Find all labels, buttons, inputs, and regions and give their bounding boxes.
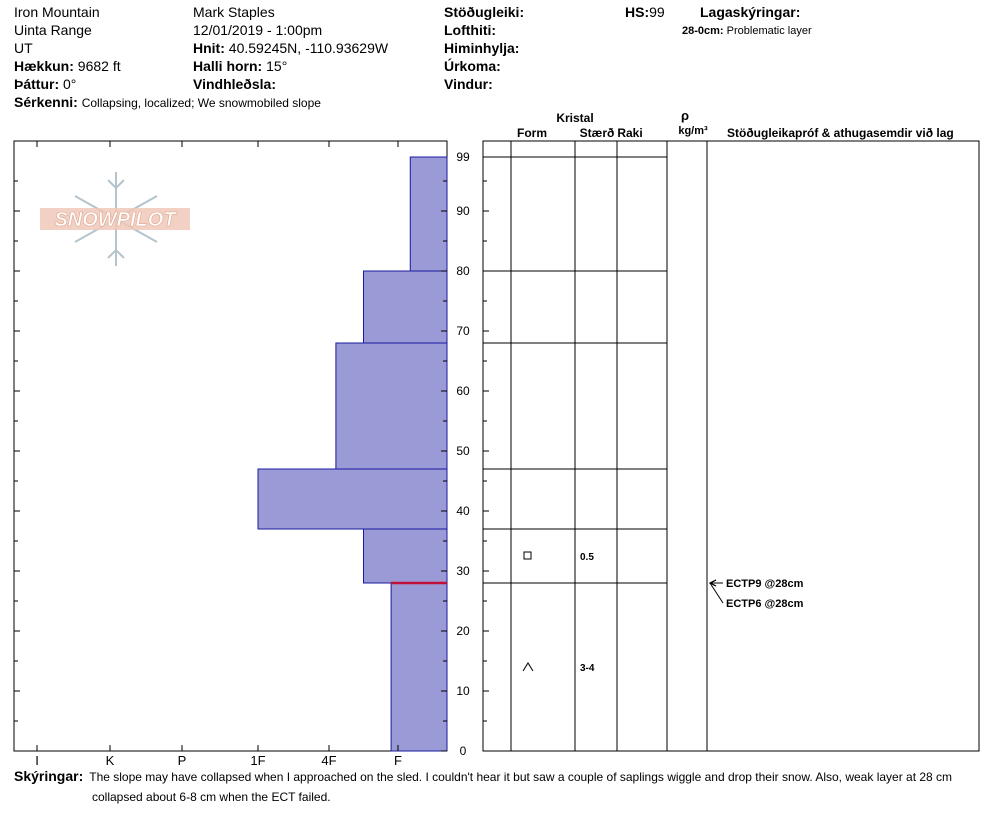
grain-size: 3-4: [580, 663, 595, 674]
test-pointer: [709, 582, 724, 604]
stability-tests: ECTP9 @28cm ECTP6 @28cm: [708, 578, 804, 610]
hardness-tick-label: K: [106, 753, 115, 768]
wind-loading-label: Vindhleðsla:: [193, 76, 276, 92]
air-temp-label: Lofthiti:: [444, 22, 497, 38]
legend-label: Lagaskýringar:: [700, 4, 801, 20]
hardness-layer: [257, 468, 448, 530]
depth-tick-label: 70: [456, 324, 470, 338]
hardness-tick-label: I: [35, 753, 39, 768]
hardness-axis: I K P 1F 4F F: [35, 753, 402, 768]
depth-tick-label: 99: [456, 150, 470, 164]
hardness-layer: [409, 156, 448, 272]
hardness-tick-label: P: [178, 753, 187, 768]
rho-header: ρ: [681, 108, 689, 123]
crystal-header: Kristal: [556, 111, 593, 125]
form-header: Form: [517, 126, 547, 140]
elevation-label: Hækkun:: [14, 58, 74, 74]
depth-tick-label: 80: [456, 264, 470, 278]
legend-item: 28-0cm: Problematic layer: [682, 23, 812, 39]
coordinates-value: 40.59245N, -110.93629W: [228, 40, 389, 56]
layer-table-frame: [482, 140, 980, 752]
hs-label: HS:: [625, 4, 650, 20]
hardness-layer: [363, 528, 448, 584]
observation-datetime: 12/01/2019 - 1:00pm: [193, 22, 323, 38]
test-arrow-icon: [708, 579, 717, 587]
features: Sérkenni: Collapsing, localized; We snow…: [14, 94, 321, 111]
hardness-layers: [257, 156, 448, 752]
aspect-label: Þáttur:: [14, 76, 60, 92]
depth-tick-label: 30: [456, 564, 470, 578]
depth-axis: 0 10 20 30 40 50 60 70 80 90 99: [14, 141, 470, 758]
elevation: Hækkun: 9682 ft: [14, 58, 121, 74]
coordinates: Hnit: 40.59245N, -110.93629W: [193, 40, 388, 56]
aspect: Þáttur: 0°: [14, 76, 76, 92]
moisture-header: Raki: [617, 126, 642, 140]
range-name: Uinta Range: [14, 22, 92, 38]
comments: Skýringar: The slope may have collapsed w…: [14, 766, 984, 807]
grain-form-square-icon: [523, 551, 532, 560]
test-label: ECTP9 @28cm: [726, 578, 804, 590]
table-layer-lines: [483, 156, 667, 584]
features-value: Collapsing, localized; We snowmobiled sl…: [81, 96, 321, 110]
grain-form-caret-icon: [522, 662, 534, 672]
depth-tick-label: 60: [456, 384, 470, 398]
logo-text: SNOWPILOT: [54, 209, 177, 231]
location-name: Iron Mountain: [14, 4, 100, 20]
comments-label: Skýringar:: [14, 768, 84, 784]
grain-size: 0.5: [580, 552, 594, 563]
coordinates-label: Hnit:: [193, 40, 225, 56]
depth-tick-label: 50: [456, 444, 470, 458]
stability-label: Stöðugleiki:: [444, 4, 525, 20]
tests-header: Stöðugleikapróf & athugasemdir við lag: [727, 126, 954, 140]
slope-label: Halli horn:: [193, 58, 263, 74]
depth-tick-label: 90: [456, 204, 470, 218]
hs: HS:99: [625, 4, 665, 20]
table-depth-ticks: [483, 180, 489, 752]
depth-tick-label: 20: [456, 624, 470, 638]
wind-label: Vindur:: [444, 76, 493, 92]
depth-tick-label: 40: [456, 504, 470, 518]
size-header: Stærð: [580, 126, 615, 140]
observer-name: Mark Staples: [193, 4, 275, 20]
slope-value: 15°: [266, 58, 288, 74]
legend-item-text: Problematic layer: [726, 25, 812, 37]
hardness-tick-label: 1F: [250, 753, 265, 768]
test-label: ECTP6 @28cm: [726, 598, 804, 610]
precip-label: Úrkoma:: [444, 58, 501, 74]
hardness-tick-label: 4F: [321, 753, 336, 768]
hs-value: 99: [649, 4, 665, 20]
comments-text-line2: collapsed about 6-8 cm when the ECT fail…: [92, 790, 331, 804]
hardness-layer: [335, 342, 448, 470]
elevation-value: 9682 ft: [77, 58, 121, 74]
hardness-layer: [390, 582, 448, 752]
density-unit-header: kg/m³: [678, 125, 708, 137]
legend-item-depth: 28-0cm:: [682, 25, 724, 37]
hardness-layer: [363, 270, 448, 344]
comments-text-line1: The slope may have collapsed when I appr…: [89, 770, 953, 784]
slope-angle: Halli horn: 15°: [193, 58, 287, 74]
logo-band: [40, 208, 190, 230]
sky-label: Himinhylja:: [444, 40, 520, 56]
state-name: UT: [14, 40, 33, 56]
features-label: Sérkenni:: [14, 94, 78, 110]
aspect-value: 0°: [63, 76, 77, 92]
depth-tick-label: 0: [460, 744, 467, 758]
hardness-tick-label: F: [394, 753, 402, 768]
grain-observations: 0.5 3-4: [522, 551, 595, 674]
depth-tick-label: 10: [456, 684, 470, 698]
snow-profile-chart: SNOWPILOT 0 10 20 30 40 50 60 70 80 90 99 I K P 1F 4F F…: [13, 108, 980, 768]
